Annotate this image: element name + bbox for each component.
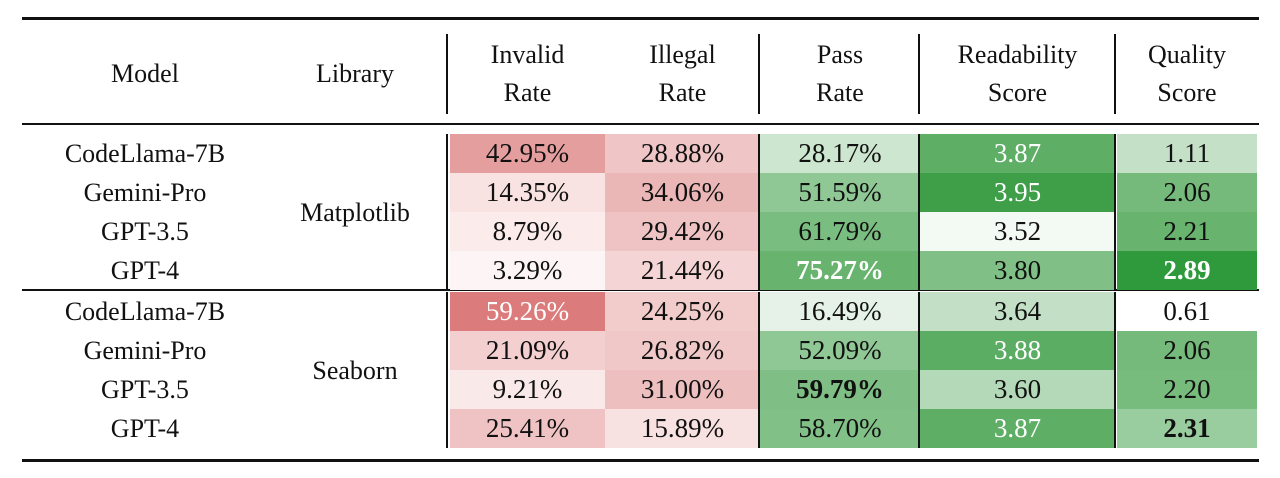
illegal-cell: 29.42% [605, 212, 760, 251]
top-rule [22, 17, 1259, 20]
quality-cell: 2.06 [1117, 331, 1257, 370]
header-library: Library [316, 59, 394, 88]
model-name: Gemini-Pro [83, 177, 207, 207]
header-rule [22, 123, 1259, 125]
quality-cell: 1.11 [1117, 134, 1257, 173]
library-label: Matplotlib [300, 197, 410, 227]
illegal-cell: 21.44% [605, 251, 760, 290]
invalid-cell: 25.41% [450, 409, 605, 448]
invalid-cell: 3.29% [450, 251, 605, 290]
illegal-cell: 28.88% [605, 134, 760, 173]
model-name: Gemini-Pro [83, 335, 207, 365]
column-separator [1114, 34, 1116, 114]
column-separator [918, 34, 920, 114]
column-separator [758, 292, 760, 448]
column-separator [1114, 292, 1116, 448]
column-separator [758, 34, 760, 114]
quality-cell: 2.31 [1117, 409, 1257, 448]
header-model: Model [111, 59, 179, 88]
pass-cell: 16.49% [760, 292, 920, 331]
quality-cell: 2.21 [1117, 212, 1257, 251]
readability-cell: 3.87 [920, 134, 1115, 173]
column-separator [1114, 134, 1116, 290]
pass-cell: 58.70% [760, 409, 920, 448]
model-name: GPT-3.5 [101, 216, 189, 246]
readability-cell: 3.52 [920, 212, 1115, 251]
invalid-cell: 14.35% [450, 173, 605, 212]
header-illegal-rate: Illegal Rate [649, 40, 716, 107]
header-readability-score: Readability Score [957, 40, 1078, 107]
pass-cell: 51.59% [760, 173, 920, 212]
pass-cell: 61.79% [760, 212, 920, 251]
readability-cell: 3.80 [920, 251, 1115, 290]
model-name: GPT-4 [110, 413, 180, 443]
readability-cell: 3.87 [920, 409, 1115, 448]
illegal-cell: 34.06% [605, 173, 760, 212]
column-separator [446, 292, 448, 448]
column-separator [918, 134, 920, 290]
readability-cell: 3.60 [920, 370, 1115, 409]
quality-cell: 2.06 [1117, 173, 1257, 212]
model-name: GPT-4 [110, 255, 180, 285]
quality-cell: 2.89 [1117, 251, 1257, 290]
invalid-cell: 21.09% [450, 331, 605, 370]
readability-cell: 3.95 [920, 173, 1115, 212]
invalid-cell: 8.79% [450, 212, 605, 251]
quality-cell: 2.20 [1117, 370, 1257, 409]
header-pass-rate: Pass Rate [816, 40, 864, 107]
pass-cell: 75.27% [760, 251, 920, 290]
illegal-cell: 24.25% [605, 292, 760, 331]
column-separator [446, 34, 448, 114]
bottom-rule [22, 459, 1259, 462]
pass-cell: 52.09% [760, 331, 920, 370]
illegal-cell: 31.00% [605, 370, 760, 409]
readability-cell: 3.64 [920, 292, 1115, 331]
library-label: Seaborn [312, 355, 398, 385]
column-separator [758, 134, 760, 290]
invalid-cell: 9.21% [450, 370, 605, 409]
pass-cell: 28.17% [760, 134, 920, 173]
header-quality-score: Quality Score [1148, 40, 1226, 107]
column-separator [446, 134, 448, 290]
header-invalid-rate: Invalid Rate [490, 40, 565, 107]
quality-cell: 0.61 [1117, 292, 1257, 331]
readability-cell: 3.88 [920, 331, 1115, 370]
column-separator [918, 292, 920, 448]
invalid-cell: 59.26% [450, 292, 605, 331]
model-name: CodeLlama-7B [64, 138, 226, 168]
model-name: CodeLlama-7B [64, 296, 226, 326]
illegal-cell: 15.89% [605, 409, 760, 448]
model-name: GPT-3.5 [101, 374, 189, 404]
group-divider-rule [22, 289, 1259, 291]
pass-cell: 59.79% [760, 370, 920, 409]
invalid-cell: 42.95% [450, 134, 605, 173]
illegal-cell: 26.82% [605, 331, 760, 370]
